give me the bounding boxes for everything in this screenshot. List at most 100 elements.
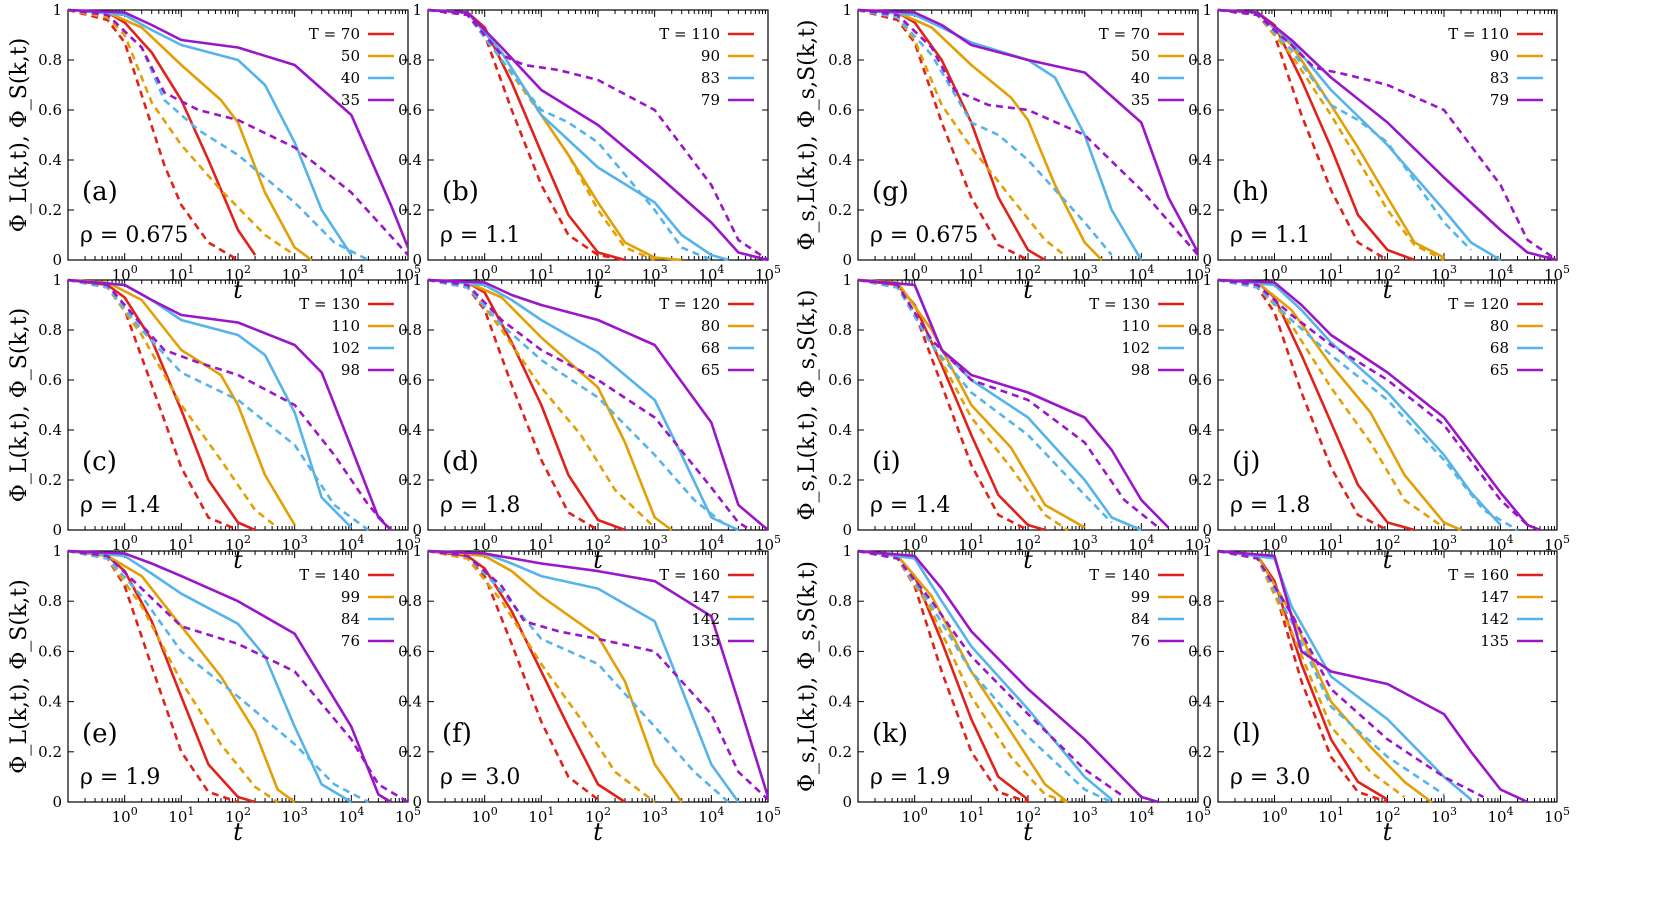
legend-entry-label: 142 <box>1480 610 1509 628</box>
legend-entry-label: 50 <box>1131 47 1150 65</box>
legend: T = 70 50 40 35 <box>1099 25 1184 109</box>
curves <box>428 549 768 804</box>
density-label: ρ = 3.0 <box>440 765 520 790</box>
series-T110-solid <box>68 278 296 526</box>
x-tick-label: 105 <box>1544 805 1570 826</box>
x-tick-label: 101 <box>958 533 984 554</box>
series-T50-dashed <box>68 8 296 257</box>
series-T102-dashed <box>858 278 1113 524</box>
legend-entry-label: T = 130 <box>1089 295 1150 313</box>
series-T65-dashed <box>428 278 752 532</box>
density-label: ρ = 1.8 <box>1230 493 1310 518</box>
x-tick-label: 104 <box>1487 805 1513 826</box>
x-tick-label: 105 <box>1185 805 1211 826</box>
series-T80-solid <box>1218 278 1462 532</box>
panel-letter: (k) <box>872 719 908 749</box>
y-tick-label: 1 <box>1202 271 1212 289</box>
series-T50-solid <box>68 8 313 262</box>
legend-entry-label: 35 <box>1131 91 1150 109</box>
y-tick-label: 0.4 <box>38 421 62 439</box>
y-tick-label: 1 <box>412 271 422 289</box>
x-tick-label: 104 <box>698 805 724 826</box>
y-tick-label: 0.6 <box>828 642 852 660</box>
series-T50-solid <box>858 8 1103 261</box>
x-tick-label: 102 <box>585 805 611 826</box>
y-tick-label: 0.8 <box>38 592 62 610</box>
y-tick-label: 0.2 <box>38 743 62 761</box>
series-T79-dashed <box>1218 8 1557 262</box>
curves <box>428 8 768 262</box>
series-T80-dashed <box>1218 278 1445 529</box>
y-tick-label: 0.2 <box>1188 201 1212 219</box>
series-T135-dashed <box>428 549 768 801</box>
x-tick-label: 105 <box>755 533 781 554</box>
legend-entry-label: T = 120 <box>659 295 720 313</box>
y-tick-label: 0 <box>1202 251 1212 269</box>
series-T70-dashed <box>68 8 239 262</box>
y-tick-label: 0 <box>1202 793 1212 811</box>
panel-letter: (h) <box>1232 177 1269 207</box>
x-tick-label: 100 <box>902 805 928 826</box>
y-axis-label: Φ_s,L(k,t), Φ_s,S(k,t) <box>795 561 820 792</box>
series-T79-solid <box>1218 8 1557 262</box>
series-T102-solid <box>68 278 353 529</box>
series-T76-solid <box>858 549 1159 804</box>
series-T65-solid <box>428 278 768 531</box>
x-tick-label: 104 <box>338 533 364 554</box>
y-tick-label: 0.6 <box>398 101 422 119</box>
series-T79-dashed <box>428 8 768 262</box>
legend-entry-label: 147 <box>1480 588 1509 606</box>
legend-entry-label: 40 <box>341 69 360 87</box>
y-tick-label: 0.8 <box>38 321 62 339</box>
panel-f: 0 0.2 0.4 0.6 0.8 1 100 101 102 103 104 105 t T = 160… <box>398 542 781 846</box>
legend-entry-label: 76 <box>341 632 360 650</box>
y-tick-label: 0.4 <box>38 693 62 711</box>
series-T98-solid <box>68 278 392 531</box>
x-tick-label: 103 <box>642 805 668 826</box>
series-T83-dashed <box>1218 8 1472 251</box>
y-tick-label: 0 <box>842 793 852 811</box>
x-tick-label: 101 <box>168 805 194 826</box>
y-tick-label: 0 <box>1202 521 1212 539</box>
panel-letter: (j) <box>1232 447 1260 477</box>
x-tick-label: 104 <box>698 533 724 554</box>
y-tick-label: 0 <box>842 521 852 539</box>
y-tick-label: 0.8 <box>398 592 422 610</box>
y-tick-label: 0.4 <box>828 151 852 169</box>
series-T76-dashed <box>858 549 1126 799</box>
x-tick-label: 101 <box>1318 533 1344 554</box>
x-tick-label: 104 <box>1128 805 1154 826</box>
series-T135-dashed <box>1218 549 1485 799</box>
series-T160-solid <box>428 549 626 804</box>
series-T110-dashed <box>428 8 626 262</box>
x-tick-label: 102 <box>585 533 611 554</box>
x-tick-label: 103 <box>1431 805 1457 826</box>
y-tick-label: 0 <box>52 521 62 539</box>
legend-entry-label: 142 <box>691 610 720 628</box>
y-tick-label: 0.2 <box>38 471 62 489</box>
x-tick-label: 105 <box>395 805 421 826</box>
x-tick-label: 100 <box>1261 533 1287 554</box>
curves <box>1218 549 1529 804</box>
legend-entry-label: T = 110 <box>659 25 720 43</box>
curves <box>858 278 1170 532</box>
x-tick-label: 100 <box>472 805 498 826</box>
legend: T = 70 50 40 35 <box>309 25 394 109</box>
density-label: ρ = 1.9 <box>80 765 160 790</box>
legend-entry-label: 65 <box>701 361 720 379</box>
series-T68-dashed <box>1218 278 1519 532</box>
y-tick-label: 0.2 <box>828 201 852 219</box>
y-tick-label: 0.8 <box>398 51 422 69</box>
density-label: ρ = 1.1 <box>1230 223 1310 248</box>
series-T142-dashed <box>1218 549 1445 796</box>
series-T40-dashed <box>858 8 1113 256</box>
series-T70-dashed <box>858 8 1029 262</box>
series-T50-dashed <box>858 8 1069 259</box>
x-tick-label: 102 <box>225 533 251 554</box>
legend-entry-label: 102 <box>1121 339 1150 357</box>
y-tick-label: 0.4 <box>398 693 422 711</box>
legend-entry-label: T = 160 <box>659 566 720 584</box>
legend: T = 130 110 102 98 <box>299 295 394 379</box>
